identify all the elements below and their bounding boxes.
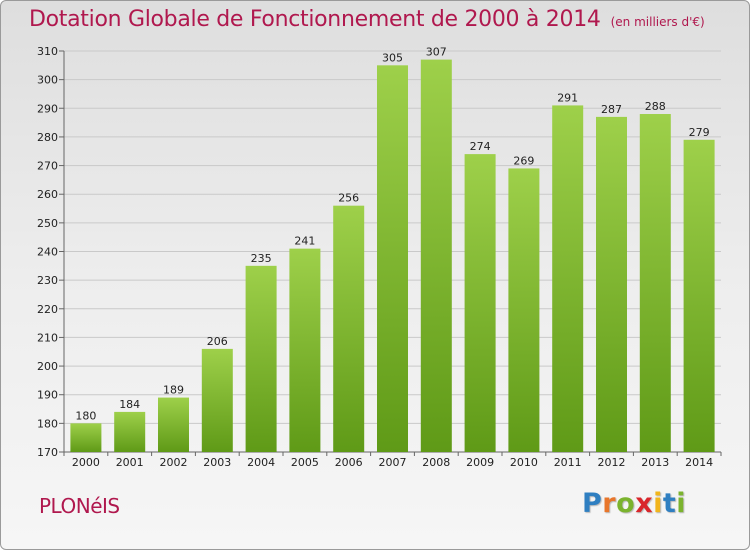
logo-letter-6: i bbox=[676, 488, 687, 519]
value-label-2006: 256 bbox=[338, 192, 359, 205]
bar-2003 bbox=[201, 348, 233, 452]
labels: 170 180 190 200 210 220 230 240 250 260 270 280 290 3… bbox=[37, 45, 713, 469]
bar-2007 bbox=[377, 65, 408, 453]
x-tick-label-2005: 2005 bbox=[291, 456, 319, 469]
x-tick-label-2011: 2011 bbox=[554, 456, 582, 469]
x-tick-label-2013: 2013 bbox=[641, 456, 669, 469]
value-label-2002: 189 bbox=[163, 384, 184, 397]
bar-2009 bbox=[464, 154, 496, 452]
bar-2002 bbox=[158, 397, 189, 452]
y-tick-label-210: 210 bbox=[37, 331, 58, 344]
value-label-2001: 184 bbox=[119, 398, 140, 411]
y-tick-label-280: 280 bbox=[37, 131, 58, 144]
bar-2011 bbox=[552, 105, 584, 453]
bar-2012 bbox=[596, 116, 627, 452]
x-tick-label-2003: 2003 bbox=[203, 456, 231, 469]
logo-letter-4: i bbox=[653, 488, 663, 519]
chart-title-block: Dotation Globale de Fonctionnement de 20… bbox=[29, 7, 705, 32]
value-label-2012: 287 bbox=[601, 103, 622, 116]
logo-letter-2: o bbox=[616, 488, 636, 519]
bar-2013 bbox=[639, 114, 671, 452]
x-tick-label-2002: 2002 bbox=[160, 456, 188, 469]
value-label-2000: 180 bbox=[75, 409, 96, 422]
value-label-2004: 235 bbox=[251, 252, 272, 265]
bar-2001 bbox=[114, 411, 146, 452]
y-tick-label-240: 240 bbox=[37, 246, 58, 259]
y-tick-label-200: 200 bbox=[37, 360, 58, 373]
value-label-2011: 291 bbox=[557, 91, 578, 104]
value-label-2003: 206 bbox=[207, 335, 228, 348]
x-tick-label-2009: 2009 bbox=[466, 456, 494, 469]
logo-letter-1: r bbox=[602, 488, 617, 519]
bar-2008 bbox=[420, 59, 452, 452]
y-tick-label-230: 230 bbox=[37, 274, 58, 287]
bar-2014 bbox=[683, 139, 715, 453]
x-tick-label-2014: 2014 bbox=[685, 456, 713, 469]
bars bbox=[70, 59, 715, 453]
value-label-2014: 279 bbox=[689, 126, 710, 139]
logo-letter-3: x bbox=[635, 488, 654, 519]
value-label-2010: 269 bbox=[513, 154, 534, 167]
logo-letter-0: P bbox=[582, 488, 603, 519]
y-tick-label-190: 190 bbox=[37, 389, 58, 402]
bar-2000 bbox=[70, 423, 102, 452]
y-tick-label-310: 310 bbox=[37, 45, 58, 58]
value-label-2009: 274 bbox=[470, 140, 491, 153]
y-tick-label-220: 220 bbox=[37, 303, 58, 316]
x-tick-label-2001: 2001 bbox=[116, 456, 144, 469]
value-label-2007: 305 bbox=[382, 51, 403, 64]
y-tick-label-180: 180 bbox=[37, 417, 58, 430]
x-tick-label-2012: 2012 bbox=[598, 456, 626, 469]
logo-letter-5: t bbox=[662, 488, 677, 519]
chart-subtitle: (en milliers d'€) bbox=[610, 15, 705, 29]
value-label-2013: 288 bbox=[645, 100, 666, 113]
bar-2010 bbox=[508, 168, 540, 452]
value-label-2008: 307 bbox=[426, 46, 447, 59]
y-tick-label-300: 300 bbox=[37, 74, 58, 87]
x-tick-label-2004: 2004 bbox=[247, 456, 275, 469]
x-tick-label-2010: 2010 bbox=[510, 456, 538, 469]
x-tick-label-2008: 2008 bbox=[422, 456, 450, 469]
commune-name: PLONéIS bbox=[39, 494, 120, 518]
value-label-2005: 241 bbox=[294, 235, 315, 248]
chart-title: Dotation Globale de Fonctionnement de 20… bbox=[29, 7, 601, 32]
y-tick-label-260: 260 bbox=[37, 188, 58, 201]
y-tick-label-270: 270 bbox=[37, 160, 58, 173]
bar-2006 bbox=[333, 205, 365, 452]
bar-2004 bbox=[245, 265, 277, 452]
proxiti-logo[interactable]: Proxiti bbox=[582, 488, 686, 519]
x-tick-label-2006: 2006 bbox=[335, 456, 363, 469]
bar-2005 bbox=[289, 248, 321, 452]
x-tick-label-2007: 2007 bbox=[379, 456, 407, 469]
y-tick-label-170: 170 bbox=[37, 446, 58, 459]
x-tick-label-2000: 2000 bbox=[72, 456, 100, 469]
y-tick-label-250: 250 bbox=[37, 217, 58, 230]
y-tick-label-290: 290 bbox=[37, 102, 58, 115]
